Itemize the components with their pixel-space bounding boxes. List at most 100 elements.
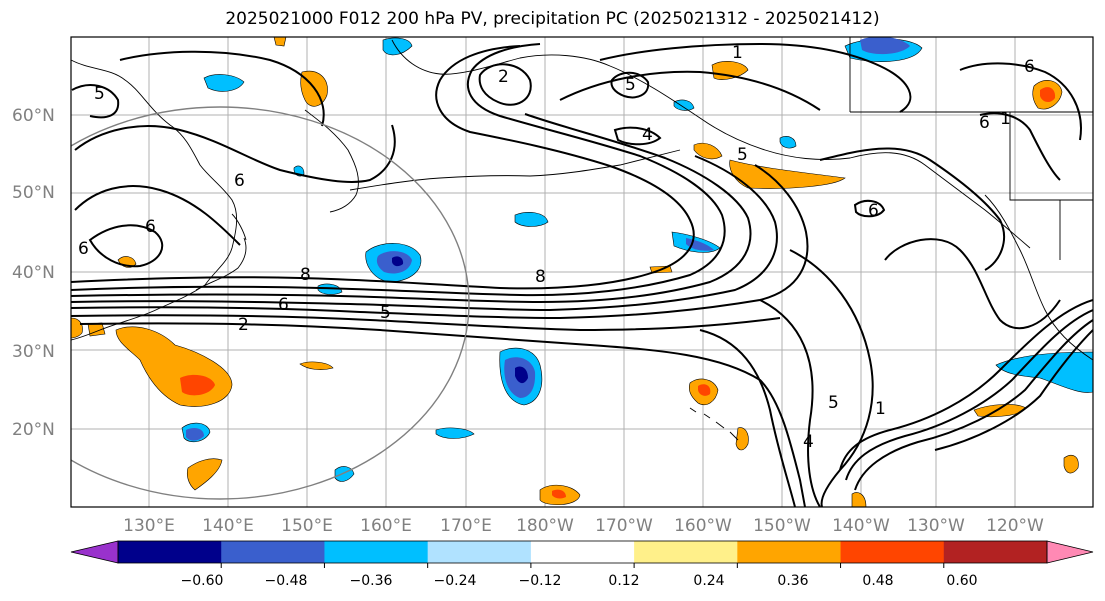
lat-tick-label: 40°N xyxy=(12,263,55,283)
pv-contour xyxy=(959,62,1082,141)
pv-contour xyxy=(613,126,662,146)
pv-contour xyxy=(74,124,396,183)
contour-label: 5 xyxy=(380,303,391,323)
pv-contour xyxy=(559,70,821,111)
colorbar-left-extension xyxy=(70,540,119,564)
lon-tick-label: 140°E xyxy=(202,516,254,536)
colorbar-tick-label: 0.60 xyxy=(946,573,977,589)
precip-positive-patch xyxy=(735,427,749,451)
pv-contour xyxy=(839,299,1093,471)
map-gridlines xyxy=(71,37,1093,507)
pv-contour xyxy=(759,299,821,507)
precip-strong-positive-core xyxy=(180,374,215,396)
colorbar-tick-label: 0.48 xyxy=(862,573,893,589)
contour-label: 5 xyxy=(625,75,636,95)
pv-contour xyxy=(884,238,1061,330)
lon-tick-label: 140°W xyxy=(832,516,890,536)
lon-tick-label: 150°W xyxy=(753,516,811,536)
lon-axis-labels: 130°E 140°E 150°E 160°E 170°E 180°W 170°… xyxy=(123,516,1044,536)
precip-positive-patch xyxy=(273,37,287,47)
precip-positive-patch xyxy=(693,142,723,160)
contour-label: 1 xyxy=(1000,109,1011,129)
precip-negative-patch xyxy=(382,37,413,56)
contour-label: 6 xyxy=(78,239,89,259)
colorbar-ticks xyxy=(220,563,945,568)
lon-tick-label: 130°W xyxy=(907,516,965,536)
contour-label: 5 xyxy=(828,393,839,413)
pv-contour xyxy=(71,155,778,312)
contour-label: 6 xyxy=(868,201,879,221)
colorbar-tick-label: 0.24 xyxy=(693,573,724,589)
pv-contours xyxy=(71,42,1093,507)
precip-strongest-negative-core xyxy=(515,366,528,384)
contour-label: 2 xyxy=(238,315,249,335)
precip-negative-patch xyxy=(514,212,549,227)
precip-strong-negative-core xyxy=(860,37,910,55)
colorbar-segments xyxy=(118,541,1048,563)
pv-contour xyxy=(74,185,241,246)
precip-negative-patch xyxy=(779,136,797,149)
colorbar-segment xyxy=(530,541,635,563)
colorbar-tick-label: −0.36 xyxy=(350,573,393,589)
pv-contour xyxy=(71,84,120,119)
colorbar-segment xyxy=(634,541,738,563)
lat-axis-labels: 60°N 50°N 40°N 30°N 20°N xyxy=(12,106,55,440)
lat-tick-label: 60°N xyxy=(12,106,55,126)
pv-contour xyxy=(119,50,325,127)
precip-strong-negative-core xyxy=(186,428,204,441)
precip-positive-patch xyxy=(851,492,867,507)
pv-contour xyxy=(71,45,695,290)
pv-contour xyxy=(979,112,1061,181)
contour-label: 6 xyxy=(145,217,156,237)
colorbar-segment xyxy=(118,541,222,563)
contour-label: 1 xyxy=(732,43,743,63)
pv-contour xyxy=(478,63,532,106)
colorbar-segment xyxy=(221,541,325,563)
colorbar-segment xyxy=(324,541,429,563)
map-frame xyxy=(70,36,1094,508)
coastline-japan xyxy=(195,213,247,291)
pv-contour xyxy=(71,164,809,320)
contour-label: 6 xyxy=(1024,57,1035,77)
precip-strongest-negative-core xyxy=(392,256,404,267)
contour-label: 6 xyxy=(234,171,245,191)
coastlines xyxy=(71,37,1093,441)
lon-tick-label: 160°W xyxy=(674,516,732,536)
lon-tick-label: 130°E xyxy=(123,516,175,536)
colorbar-tick-label: −0.24 xyxy=(434,573,477,589)
lon-tick-label: 160°E xyxy=(360,516,412,536)
colorbar-tick-labels: −0.60 −0.48 −0.36 −0.24 −0.12 0.12 0.24 … xyxy=(181,573,978,589)
contour-label: 5 xyxy=(737,145,748,165)
colorbar-tick-label: −0.48 xyxy=(265,573,308,589)
coastline-asia xyxy=(71,59,238,341)
colorbar-right-extension xyxy=(1046,540,1094,564)
contour-label-group: 5 6 6 6 8 6 2 5 8 2 5 4 5 1 5 4 6 6 1 6 xyxy=(78,43,1035,452)
figure-title: 2025021000 F012 200 hPa PV, precipitatio… xyxy=(225,9,880,29)
pv-contour xyxy=(79,322,806,507)
precip-positive-patch xyxy=(71,317,83,339)
coastline-hawaii xyxy=(689,407,739,441)
pv-contour xyxy=(819,147,1005,271)
precip-negative-patch xyxy=(435,427,475,439)
lat-tick-label: 30°N xyxy=(12,342,55,362)
precip-positive-patch xyxy=(186,458,223,491)
coastline-kamchatka xyxy=(304,109,359,213)
lon-tick-label: 120°W xyxy=(986,516,1044,536)
colorbar-tick-label: 0.12 xyxy=(608,573,639,589)
coastline-north-america xyxy=(984,194,1093,361)
colorbar-tick-label: −0.60 xyxy=(181,573,224,589)
contour-label: 4 xyxy=(642,125,653,145)
coastline-alaska xyxy=(391,39,1031,249)
pv-contour xyxy=(599,42,912,113)
colorbar-segment xyxy=(943,541,1048,563)
lon-tick-label: 150°E xyxy=(281,516,333,536)
precip-positive-patch xyxy=(1063,455,1079,474)
pv-contour xyxy=(88,224,164,268)
contour-label: 6 xyxy=(979,113,990,133)
pv-contour xyxy=(71,43,726,297)
lon-tick-label: 170°E xyxy=(440,516,492,536)
colorbar-tick-label: 0.36 xyxy=(777,573,808,589)
colorbar-frame xyxy=(117,540,1048,564)
